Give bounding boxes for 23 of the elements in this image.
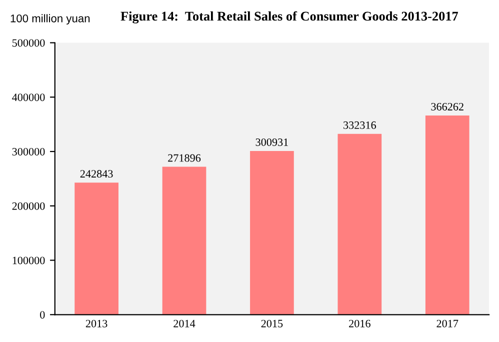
- y-tick-label: 400000: [12, 94, 45, 102]
- x-tick-label: 2015: [261, 320, 283, 328]
- data-label: 271896: [168, 154, 201, 162]
- bar: [250, 151, 294, 315]
- bar: [425, 115, 470, 315]
- data-label: 242843: [80, 170, 113, 178]
- bar: [74, 182, 118, 315]
- y-axis-title: 100 million yuan: [10, 14, 90, 25]
- data-label: 300931: [256, 138, 288, 146]
- y-tick-label: 0: [40, 311, 45, 319]
- data-label: 332316: [344, 121, 376, 129]
- x-tick-label: 2017: [436, 320, 458, 328]
- y-tick-label: 500000: [12, 39, 45, 47]
- y-tick-label: 200000: [12, 202, 45, 210]
- data-label: 366262: [431, 102, 464, 110]
- x-tick-label: 2013: [86, 320, 108, 328]
- bar: [162, 166, 206, 315]
- y-tick-label: 100000: [12, 256, 45, 264]
- x-tick-label: 2014: [174, 320, 196, 328]
- bar: [338, 134, 382, 315]
- x-tick-label: 2016: [349, 320, 370, 328]
- chart-title: Figure 14: Total Retail Sales of Consumer Goods 2013-2017: [120, 11, 458, 24]
- y-tick-label: 300000: [12, 148, 45, 156]
